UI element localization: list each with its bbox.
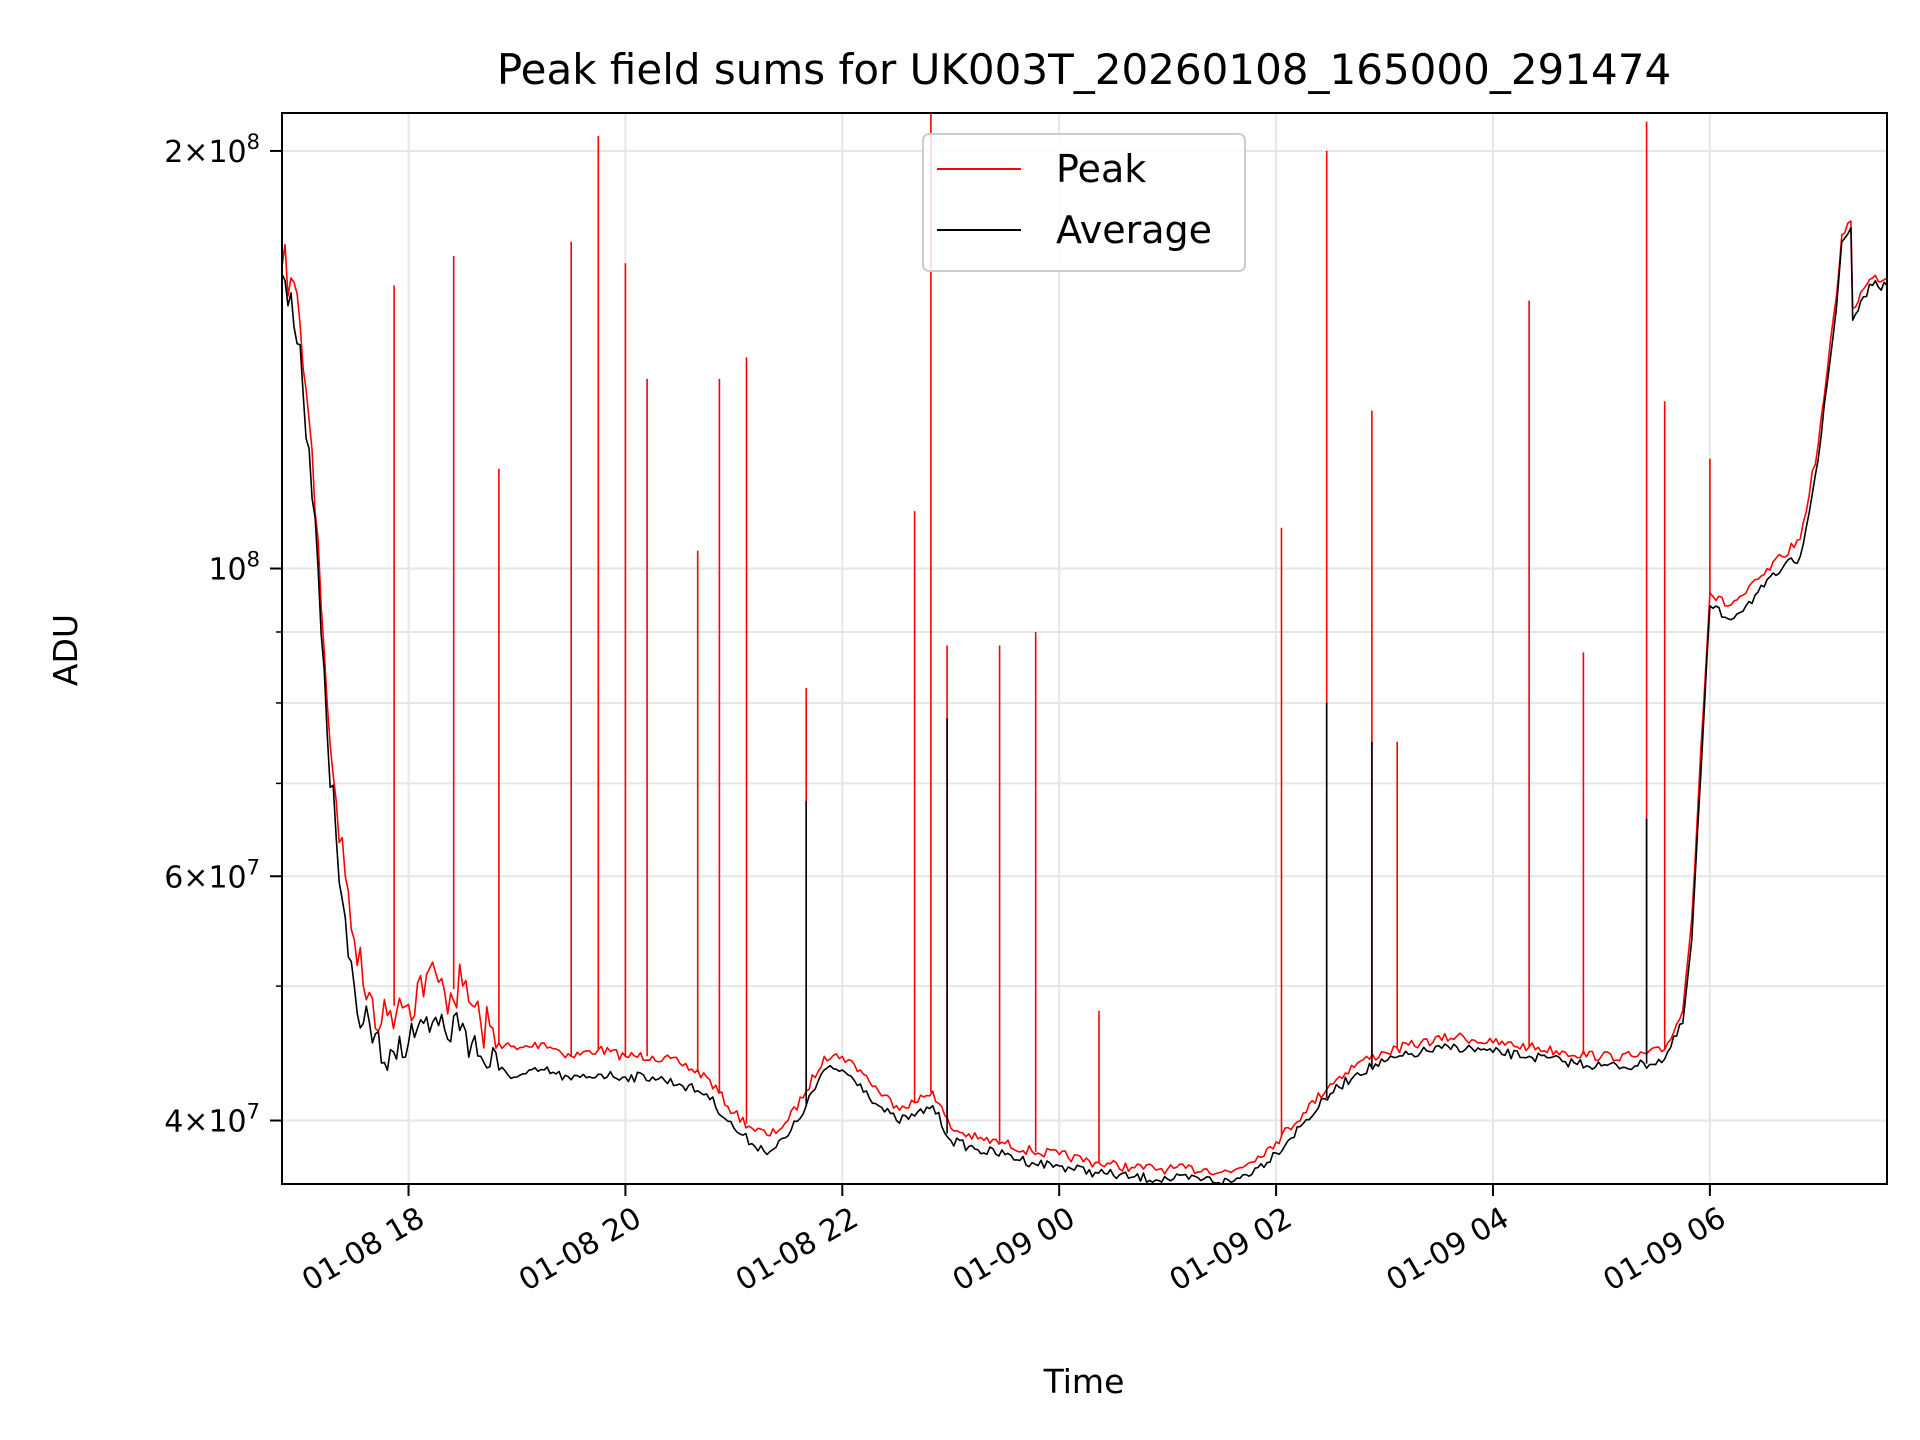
chart-title: Peak field sums for UK003T_20260108_1650… [497,45,1671,94]
y-axis-label: ADU [46,614,85,686]
legend-average-label: Average [1056,208,1212,252]
y-tick-label: 6×107 [164,855,260,895]
x-axis-label: Time [1043,1362,1125,1401]
y-tick-label: 4×107 [164,1100,260,1140]
legend-peak-label: Peak [1056,147,1146,191]
legend: Peak Average [923,134,1245,271]
y-tick-label: 2×108 [164,130,260,170]
